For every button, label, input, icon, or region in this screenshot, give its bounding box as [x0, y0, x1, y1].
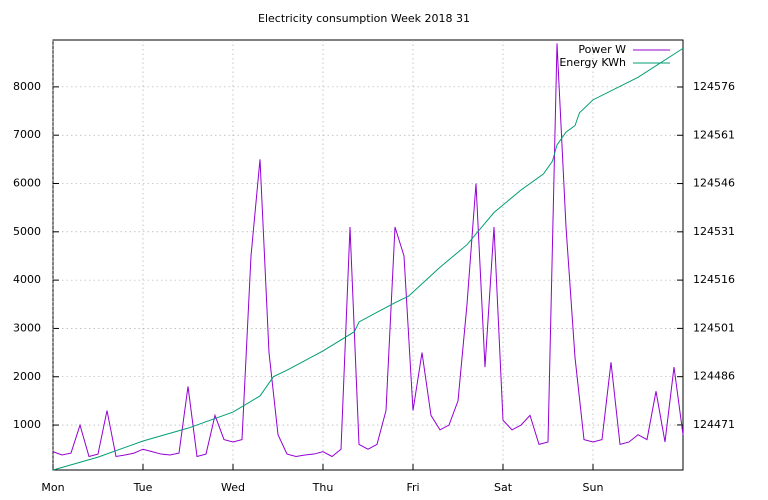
y-tick-label: 5000 — [13, 225, 41, 238]
x-tick-label: Wed — [221, 481, 245, 494]
y-tick-label: 3000 — [13, 321, 41, 334]
y2-tick-label: 124486 — [693, 370, 735, 383]
y-tick-label: 8000 — [13, 80, 41, 93]
x-tick-label: Thu — [312, 481, 334, 494]
y2-tick-label: 124531 — [693, 225, 735, 238]
x-tick-label: Fri — [406, 481, 419, 494]
y-tick-label: 4000 — [13, 273, 41, 286]
series-line — [52, 43, 684, 458]
y2-tick-label: 124546 — [693, 177, 735, 190]
x-tick-label: Sun — [583, 481, 604, 494]
legend-label: Power W — [578, 43, 626, 56]
y2-tick-label: 124516 — [693, 273, 735, 286]
y2-tick-label: 124471 — [693, 418, 735, 431]
plot-frame — [52, 39, 684, 471]
x-tick-label: Sat — [494, 481, 513, 494]
y2-tick-label: 124576 — [693, 80, 735, 93]
x-tick-label: Tue — [133, 481, 153, 494]
chart-title: Electricity consumption Week 2018 31 — [258, 12, 470, 25]
y2-tick-label: 124501 — [693, 321, 735, 334]
y-tick-label: 6000 — [13, 176, 41, 189]
x-tick-label: Mon — [41, 481, 64, 494]
y-tick-label: 7000 — [13, 128, 41, 141]
series-line — [52, 47, 684, 471]
y-tick-label: 1000 — [13, 418, 41, 431]
y2-tick-label: 124561 — [693, 128, 735, 141]
legend-label: Energy KWh — [559, 56, 626, 69]
y-tick-label: 2000 — [13, 370, 41, 383]
